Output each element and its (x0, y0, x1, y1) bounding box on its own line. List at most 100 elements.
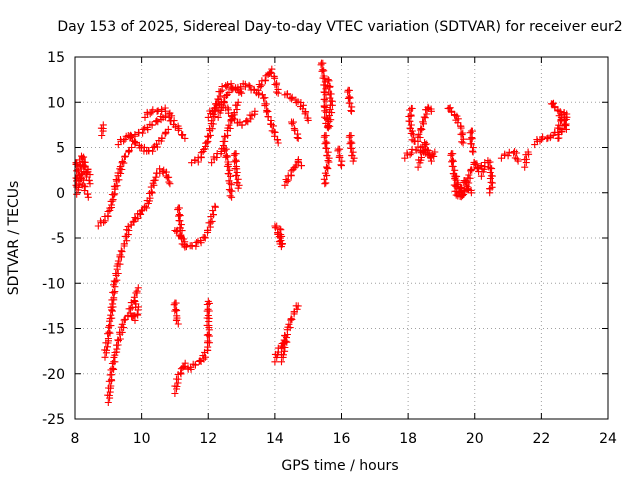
data-point (148, 189, 156, 197)
data-point (225, 89, 233, 97)
data-point (175, 217, 183, 225)
data-point (162, 107, 169, 115)
data-point (204, 113, 212, 121)
data-point (205, 307, 213, 315)
data-point (208, 125, 216, 133)
data-point (421, 114, 429, 122)
data-point (106, 329, 114, 337)
data-point (273, 136, 281, 144)
data-point (349, 148, 357, 156)
data-point (406, 106, 414, 114)
data-point (501, 150, 509, 158)
data-point (448, 107, 455, 115)
data-point (164, 125, 172, 133)
data-point (104, 208, 112, 215)
data-point (465, 171, 473, 179)
data-point (233, 101, 241, 109)
data-point (486, 189, 494, 197)
data-point (457, 124, 465, 132)
y-tick-label: 15 (47, 50, 65, 66)
data-point (120, 324, 128, 332)
data-point (153, 117, 161, 125)
data-point (294, 134, 302, 142)
data-point (172, 316, 180, 324)
data-point (273, 88, 280, 96)
y-tick-label: -10 (42, 276, 65, 292)
data-point (212, 100, 219, 108)
data-point (321, 180, 329, 188)
data-point (171, 390, 179, 397)
data-point (121, 135, 129, 143)
data-point (104, 335, 112, 342)
data-point (486, 169, 494, 176)
data-point (262, 100, 270, 108)
data-point (317, 61, 325, 69)
data-point (453, 172, 461, 180)
data-point (274, 89, 282, 97)
y-tick-label: -15 (42, 322, 65, 338)
data-point (128, 144, 136, 151)
y-tick-label: 0 (56, 186, 65, 202)
data-point (226, 179, 234, 187)
data-point (477, 172, 485, 180)
data-point (273, 81, 280, 89)
data-point (321, 107, 329, 115)
data-point (327, 116, 335, 124)
data-point (153, 140, 161, 148)
data-point (210, 153, 218, 161)
data-point (407, 121, 415, 129)
data-point (287, 315, 295, 323)
data-point (118, 328, 126, 336)
data-point (460, 191, 468, 198)
data-point (345, 133, 353, 141)
data-point (320, 133, 328, 141)
data-point (84, 193, 92, 201)
data-point (334, 147, 342, 155)
data-point (204, 331, 212, 339)
data-point (114, 257, 122, 265)
data-point (446, 104, 454, 112)
data-point (294, 98, 302, 106)
data-point (319, 66, 327, 74)
data-point (271, 224, 279, 232)
data-point (111, 278, 119, 286)
data-point (405, 117, 413, 125)
data-point (449, 150, 457, 158)
x-axis-label: GPS time / hours (281, 458, 398, 474)
data-point (125, 227, 133, 234)
data-point (225, 121, 233, 129)
data-point (207, 219, 215, 227)
data-point (234, 98, 242, 106)
data-point (451, 174, 459, 182)
x-tick-label: 14 (266, 431, 284, 447)
data-point (106, 204, 114, 212)
data-point (152, 173, 160, 181)
data-point (118, 166, 126, 173)
data-point (171, 307, 179, 315)
data-point (469, 147, 476, 155)
data-point (226, 166, 234, 174)
data-point (557, 113, 565, 121)
data-point (217, 88, 225, 96)
x-tick-label: 18 (399, 431, 417, 447)
data-point (264, 113, 272, 120)
data-point (269, 122, 277, 130)
data-point (134, 284, 142, 292)
x-tick-label: 24 (599, 431, 617, 447)
x-tick-label: 16 (333, 431, 351, 447)
data-point (133, 287, 141, 295)
data-point (177, 221, 185, 229)
data-point (86, 171, 94, 179)
data-point (100, 218, 108, 226)
data-point (286, 324, 294, 332)
data-point (319, 59, 327, 67)
data-point (113, 341, 121, 349)
data-point (419, 118, 427, 126)
data-point (427, 157, 435, 165)
data-point (133, 310, 141, 318)
data-point (81, 163, 89, 171)
data-point (467, 165, 475, 173)
data-point (232, 156, 240, 164)
data-point (219, 138, 227, 145)
data-point (204, 312, 212, 319)
